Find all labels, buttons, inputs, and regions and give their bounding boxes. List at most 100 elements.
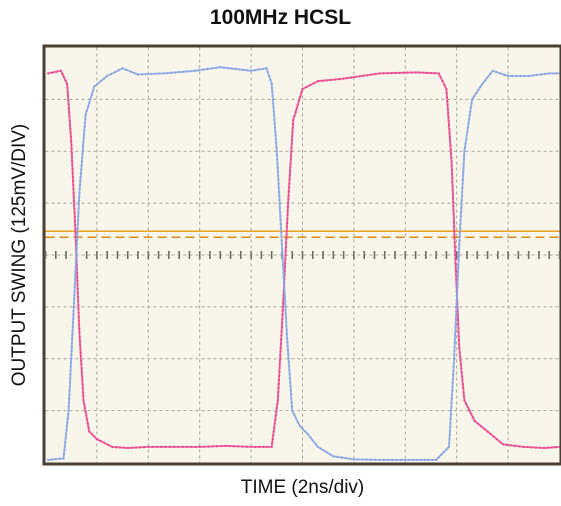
trace-sample (454, 326, 457, 329)
trace-sample (463, 154, 466, 157)
trace-sample (84, 117, 87, 121)
trace-sample (271, 441, 274, 445)
trace-sample (303, 430, 307, 433)
trace-sample (284, 312, 287, 315)
trace-sample (69, 127, 72, 130)
trace-sample (449, 409, 453, 413)
trace-sample (460, 198, 463, 202)
trace-sample (503, 73, 506, 76)
trace-sample (451, 377, 455, 380)
trace-sample (458, 231, 462, 234)
trace-sample (483, 79, 487, 82)
trace-sample (437, 456, 440, 459)
trace-sample (454, 333, 457, 337)
trace-sample (469, 106, 473, 109)
trace-sample (279, 215, 282, 218)
trace-sample (77, 203, 81, 206)
trace-sample (59, 69, 63, 73)
trace-sample (71, 333, 74, 336)
trace-sample (454, 266, 457, 269)
trace-sample (71, 325, 75, 328)
trace-sample (170, 71, 173, 75)
trace-sample (450, 401, 453, 404)
trace-sample (151, 445, 154, 449)
x-axis-label: TIME (2ns/div) (240, 477, 365, 498)
trace-sample (526, 445, 529, 449)
trace-1 (46, 69, 560, 450)
trace-sample (447, 445, 451, 449)
trace-sample (286, 348, 290, 352)
trace-sample (287, 194, 290, 197)
trace-sample (285, 328, 288, 332)
trace-sample (261, 67, 264, 71)
trace-sample (80, 164, 83, 167)
trace-sample (457, 255, 460, 258)
trace-sample (77, 323, 81, 326)
trace-sample (457, 267, 460, 270)
trace-sample (80, 371, 84, 374)
trace-sample (241, 445, 244, 448)
trace-sample (177, 70, 181, 74)
trace-sample (329, 453, 332, 456)
trace-sample (382, 72, 385, 75)
trace-sample (527, 74, 530, 78)
trace-sample (459, 219, 462, 222)
trace-sample (445, 91, 448, 95)
trace-sample (278, 206, 282, 210)
trace-sample (79, 351, 82, 354)
trace-sample (281, 305, 285, 309)
trace-sample (287, 357, 290, 360)
trace-sample (445, 448, 448, 451)
trace-sample (462, 391, 465, 394)
trace-sample (70, 341, 74, 344)
trace-sample (273, 126, 277, 129)
trace-sample (80, 160, 84, 163)
trace-sample (276, 395, 280, 398)
trace-sample (72, 317, 75, 320)
trace-sample (284, 245, 288, 249)
trace-sample (285, 336, 289, 340)
trace-sample (464, 142, 467, 145)
trace-sample (237, 445, 240, 448)
trace-sample (89, 97, 92, 100)
trace-sample (453, 345, 456, 349)
trace-sample (74, 266, 77, 269)
trace-sample (277, 382, 280, 386)
trace-sample (461, 182, 464, 185)
trace-sample (280, 330, 283, 333)
trace-sample (78, 343, 82, 346)
trace-sample (286, 205, 290, 209)
trace-sample (277, 386, 280, 390)
trace-sample (63, 449, 66, 452)
trace-sample (468, 409, 471, 412)
trace-sample (286, 209, 289, 213)
trace-sample (369, 458, 373, 461)
trace-sample (284, 316, 288, 319)
trace-sample (548, 72, 551, 75)
trace-sample (265, 67, 268, 70)
trace-sample (501, 443, 505, 446)
trace-sample (185, 445, 188, 449)
trace-sample (357, 458, 360, 461)
trace-sample (450, 172, 454, 175)
trace-sample (445, 87, 448, 91)
trace-sample (361, 458, 364, 461)
trace-sample (515, 74, 518, 78)
trace-sample (77, 319, 81, 322)
trace-sample (291, 409, 294, 412)
trace-sample (514, 444, 517, 448)
trace-sample (273, 118, 276, 121)
trace-sample (456, 286, 459, 290)
trace-sample (282, 280, 286, 283)
trace-sample (278, 202, 281, 206)
trace-sample (272, 114, 276, 117)
trace-sample (461, 379, 464, 382)
trace-sample (452, 213, 455, 216)
trace-sample (285, 237, 288, 241)
trace-sample (446, 99, 449, 103)
trace-sample (289, 162, 292, 165)
trace-sample (470, 412, 473, 416)
trace-sample (378, 458, 381, 462)
trace-sample (79, 359, 83, 362)
trace-sample (491, 69, 494, 73)
